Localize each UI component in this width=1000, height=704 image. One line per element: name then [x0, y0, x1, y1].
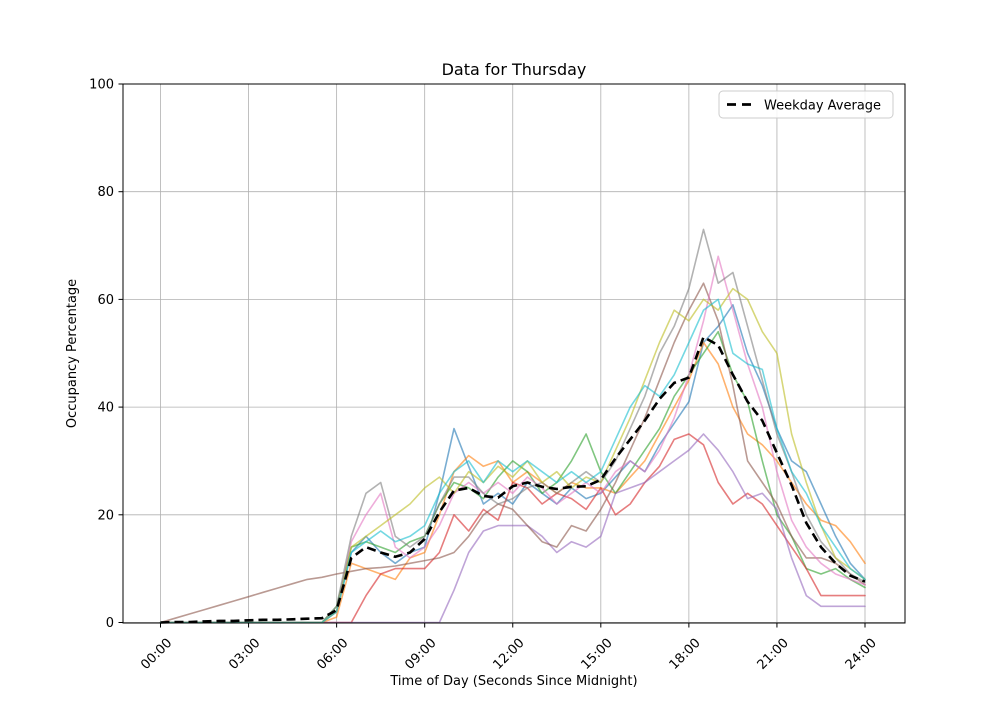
legend-box	[718, 90, 894, 119]
plot-area	[123, 84, 905, 623]
y-tick-label: 80	[97, 185, 114, 200]
x-tick-label: 09:00	[402, 636, 439, 673]
chart-title: Data for Thursday	[442, 60, 587, 79]
y-tick-label: 100	[89, 78, 114, 93]
plot-border	[122, 83, 906, 624]
x-axis-label: Time of Day (Seconds Since Midnight)	[389, 674, 637, 689]
x-tick-label: 15:00	[579, 636, 616, 673]
y-axis-label: Occupancy Percentage	[65, 279, 80, 428]
x-tick-label: 06:00	[314, 636, 351, 673]
legend-label: Weekday Average	[764, 99, 881, 114]
x-tick-label: 03:00	[226, 636, 263, 673]
series-line-brown	[159, 282, 866, 624]
x-tick-label: 24:00	[843, 636, 880, 673]
y-tick-label: 60	[97, 293, 114, 308]
y-axis-ticks: 0 20 40 60 80 100	[89, 78, 123, 631]
x-tick-label: 18:00	[667, 636, 704, 673]
weekday-average-line	[160, 335, 866, 624]
y-tick-label: 0	[106, 616, 114, 631]
x-tick-label: 12:00	[490, 636, 527, 673]
x-tick-label: 21:00	[755, 636, 792, 673]
y-tick-label: 40	[97, 401, 114, 416]
x-tick-label: 00:00	[138, 636, 175, 673]
legend: Weekday Average	[718, 90, 894, 119]
average-line-group	[160, 335, 866, 624]
x-axis-ticks: 00:00 03:00 06:00 09:00 12:00 15:00 18:00 21:00…	[138, 623, 880, 673]
y-tick-label: 20	[97, 508, 114, 523]
